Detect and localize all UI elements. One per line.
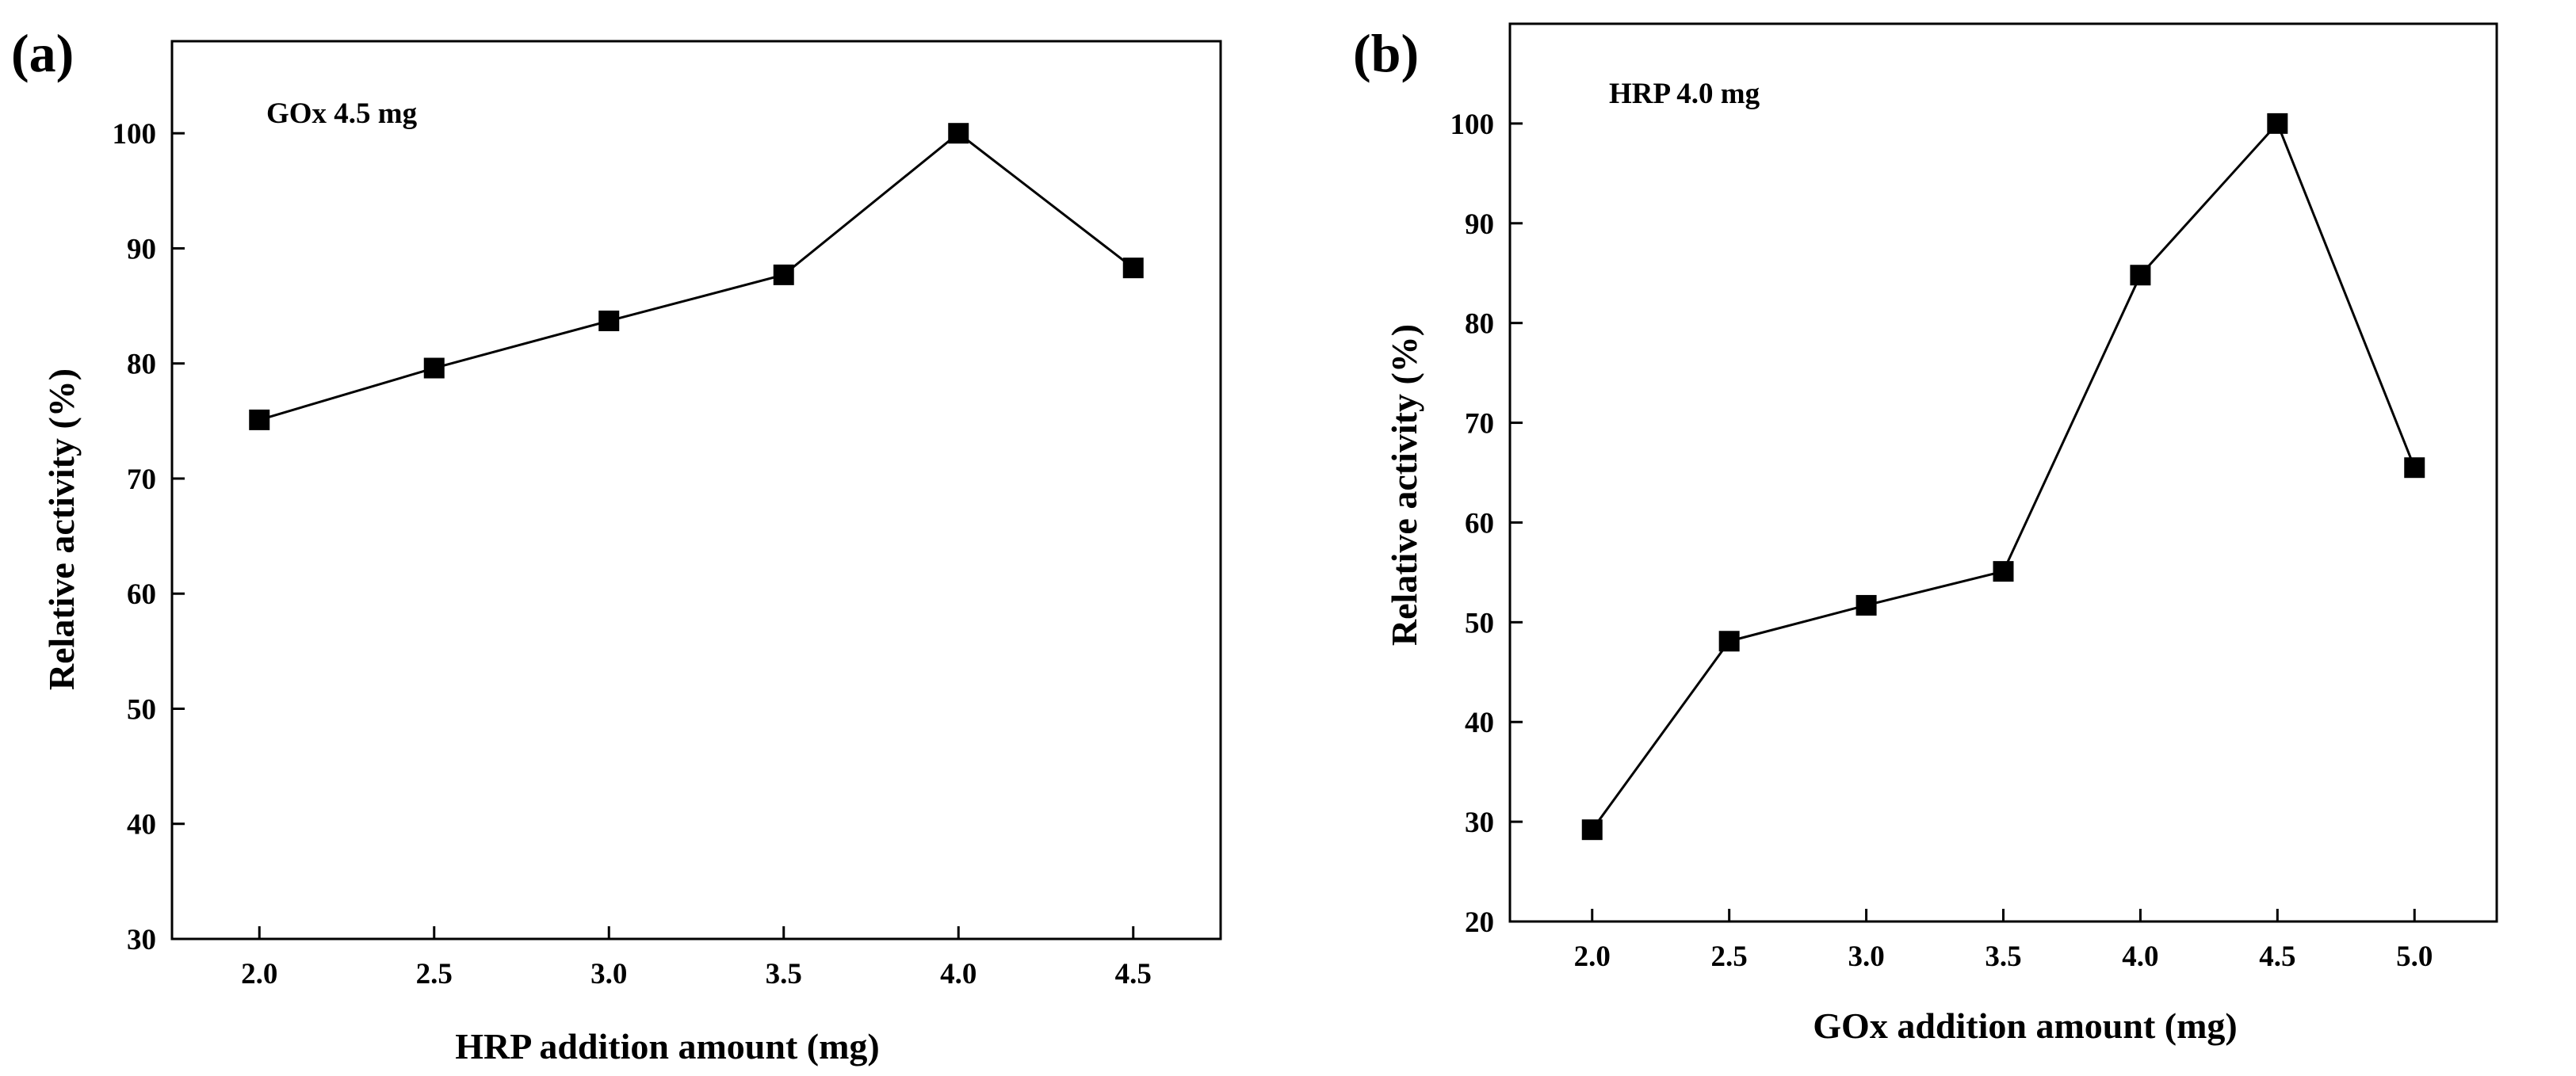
panel-b-data-point [2404, 457, 2425, 479]
panel-b-label: (b) [1353, 23, 1419, 83]
panel-b-xlabel: GOx addition amount (mg) [1813, 1005, 2237, 1046]
panel-b-data-point [1581, 819, 1603, 841]
panel-b-x-tick-label: 5.0 [2396, 941, 2433, 973]
panel-b-y-tick-label: 20 [1465, 906, 1494, 939]
panel-a-ylabel: Relative activity (%) [41, 368, 82, 690]
panel-a-y-tick-label: 80 [127, 349, 156, 381]
panel-b-x-tick-label: 2.5 [1711, 941, 1748, 973]
panel-a-data-point [423, 357, 445, 379]
panel-a-data-point [598, 310, 620, 331]
panel-b-y-tick-label: 60 [1465, 507, 1494, 540]
panel-a-data-point [1122, 258, 1144, 279]
panel-a-y-tick-label: 40 [127, 809, 156, 841]
panel-b-x-tick-label: 3.0 [1848, 941, 1884, 973]
panel-b-data-point [1993, 561, 2014, 582]
panel-a-label: (a) [11, 23, 74, 83]
panel-a-data-point [948, 123, 969, 144]
panel-b-y-tick-label: 40 [1465, 707, 1494, 739]
panel-a-axes-frame [170, 40, 1222, 941]
panel-a-x-tick-label: 3.5 [766, 958, 802, 990]
panel-a-x-tick-label: 4.5 [1115, 958, 1152, 990]
panel-a-data-point [773, 264, 794, 285]
panel-b-x-tick-label: 4.5 [2259, 941, 2295, 973]
panel-b-data-point [2267, 113, 2288, 134]
panel-b-series-line [1591, 121, 2416, 831]
panel-a-x-tick-label: 3.0 [590, 958, 627, 990]
panel-b-annotation: HRP 4.0 mg [1609, 78, 1760, 110]
panel-b-x-tick-label: 3.5 [1985, 941, 2021, 973]
panel-a-annotation: GOx 4.5 mg [266, 97, 418, 130]
panel-a-series-line [258, 132, 1134, 422]
panel-a-y-tick-label: 70 [127, 464, 156, 496]
panel-b-ylabel: Relative activity (%) [1384, 324, 1424, 646]
panel-b-y-tick-label: 80 [1465, 308, 1494, 341]
panel-a-y-tick-label: 30 [127, 924, 156, 956]
panel-b-y-tick-label: 90 [1465, 208, 1494, 241]
panel-a-data-point [249, 409, 270, 430]
panel-a-xlabel: HRP addition amount (mg) [455, 1026, 879, 1066]
panel-a-x-tick-label: 2.0 [241, 958, 277, 990]
panel-a-x-tick-label: 2.5 [416, 958, 453, 990]
panel-a-plot: 2.0 2.5 3.0 3.5 4.0 4.5 30 40 50 60 70 80 90 100 [113, 40, 1222, 990]
panel-b-y-tick-label: 100 [1450, 109, 1495, 141]
panel-b-y-tick-label: 70 [1465, 408, 1494, 441]
panel-b-data-point [2130, 265, 2151, 286]
panel-b-x-tick-label: 2.0 [1574, 941, 1611, 973]
panel-b-axes-frame [1508, 22, 2498, 923]
panel-b-plot: 2.0 2.5 3.0 3.5 4.0 4.5 5.0 20 30 40 50 60 70 80 90 100 [1450, 22, 2498, 973]
panel-b-x-tick-label: 4.0 [2122, 941, 2158, 973]
panel-a-y-tick-label: 50 [127, 693, 156, 726]
panel-a-y-tick-label: 60 [127, 578, 156, 611]
panel-b-y-tick-label: 50 [1465, 607, 1494, 639]
panel-b-data-point [1856, 594, 1877, 616]
panel-b-y-tick-label: 30 [1465, 807, 1494, 839]
panel-a-y-tick-label: 100 [113, 118, 157, 151]
panel-a-x-tick-label: 4.0 [940, 958, 977, 990]
panel-b-data-point [1718, 631, 1740, 652]
panel-a-y-tick-label: 90 [127, 233, 156, 265]
